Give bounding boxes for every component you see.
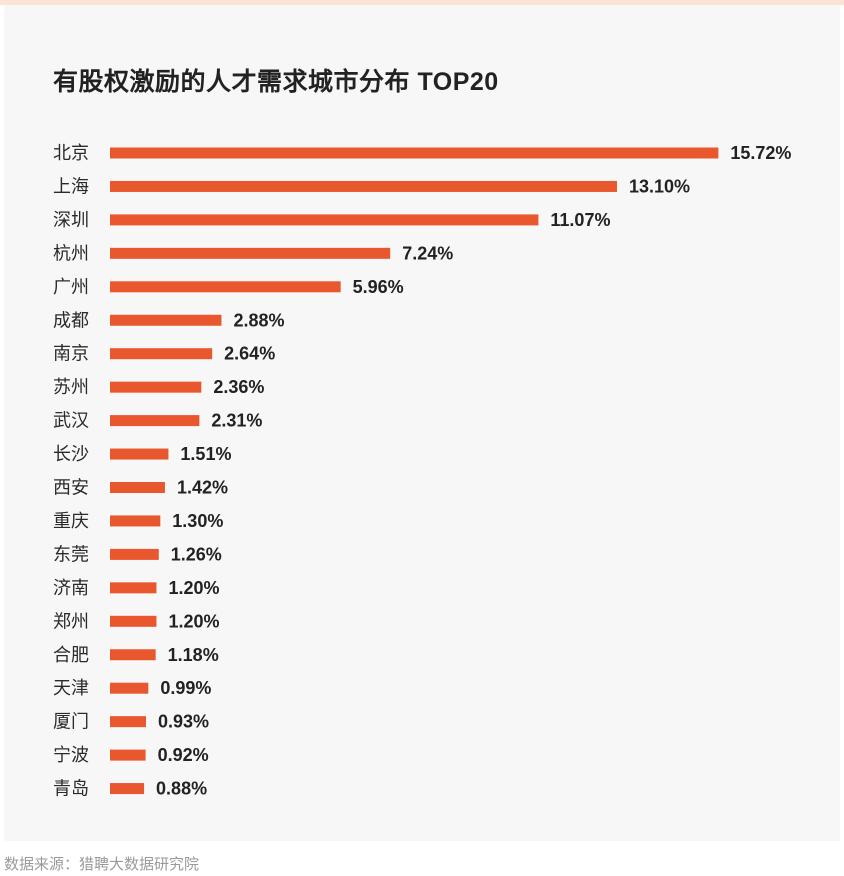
value-label: 13.10% <box>629 176 690 196</box>
category-label: 杭州 <box>53 243 89 263</box>
value-label: 1.51% <box>180 444 231 464</box>
category-label: 武汉 <box>53 411 89 431</box>
bar <box>110 582 157 594</box>
value-label: 2.88% <box>233 310 284 330</box>
bar <box>110 615 157 627</box>
bar <box>110 482 165 493</box>
value-label: 2.64% <box>224 344 275 364</box>
value-label: 5.96% <box>353 277 404 297</box>
category-label: 重庆 <box>53 511 89 531</box>
bar <box>110 314 222 326</box>
category-label: 广州 <box>53 277 89 297</box>
bar <box>110 180 617 192</box>
bar <box>110 515 161 527</box>
bar <box>110 548 159 560</box>
bar <box>110 415 200 427</box>
value-label: 1.42% <box>177 478 228 498</box>
bar <box>110 348 213 360</box>
bar <box>110 147 719 159</box>
bar <box>110 381 202 393</box>
category-label: 西安 <box>53 478 89 498</box>
value-label: 0.88% <box>156 779 207 799</box>
category-label: 上海 <box>53 176 89 196</box>
value-label: 2.31% <box>211 411 262 431</box>
value-label: 7.24% <box>402 243 453 263</box>
bar <box>110 448 169 460</box>
category-label: 深圳 <box>53 210 89 230</box>
value-label: 11.07% <box>550 210 610 230</box>
value-label: 0.92% <box>158 745 209 765</box>
category-label: 郑州 <box>53 611 89 631</box>
value-label: 0.93% <box>158 712 209 732</box>
value-label: 1.30% <box>172 511 223 531</box>
category-label: 苏州 <box>53 377 89 397</box>
category-label: 宁波 <box>53 745 89 765</box>
category-label: 厦门 <box>53 712 89 732</box>
bar <box>110 281 341 293</box>
category-label: 北京 <box>53 143 89 163</box>
value-label: 1.20% <box>168 578 219 598</box>
data-source-note: 数据来源：猎聘大数据研究院 <box>4 856 200 873</box>
value-label: 15.72% <box>730 143 791 163</box>
category-label: 青岛 <box>53 779 89 799</box>
category-label: 南京 <box>53 344 89 364</box>
value-label: 0.99% <box>160 678 211 698</box>
category-label: 天津 <box>53 678 89 698</box>
bar <box>110 682 149 694</box>
category-label: 东莞 <box>53 544 89 564</box>
top-accent-strip <box>0 0 844 5</box>
value-label: 1.18% <box>168 645 219 665</box>
value-label: 1.26% <box>171 544 222 564</box>
chart-title: 有股权激励的人才需求城市分布 TOP20 <box>53 68 499 96</box>
bar <box>110 247 391 259</box>
bar <box>110 749 146 761</box>
category-label: 合肥 <box>53 645 89 665</box>
value-label: 2.36% <box>213 377 264 397</box>
category-label: 长沙 <box>53 444 89 464</box>
category-label: 成都 <box>53 310 89 330</box>
value-label: 1.20% <box>168 611 219 631</box>
category-label: 济南 <box>53 578 89 598</box>
bar <box>110 783 145 795</box>
bar <box>110 649 156 661</box>
bar <box>110 214 539 226</box>
bar <box>110 716 146 728</box>
